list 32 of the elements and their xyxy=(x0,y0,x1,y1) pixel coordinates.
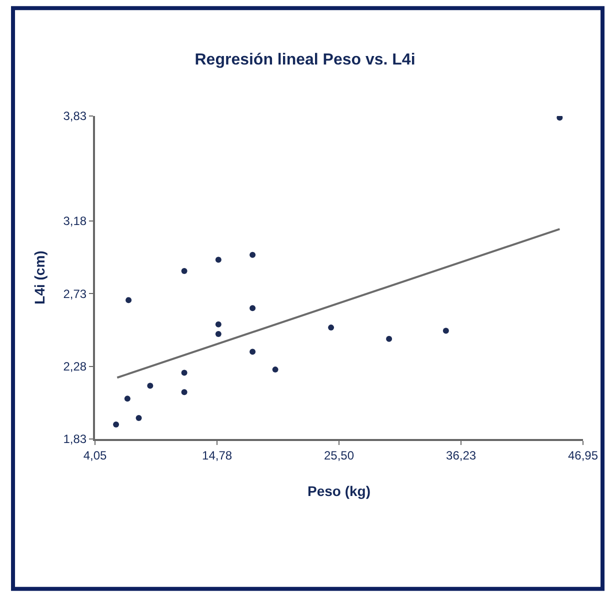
y-axis-title: L4i (cm) xyxy=(31,250,48,304)
x-tick-label: 14,78 xyxy=(202,448,232,462)
y-tick-label: 1,83 xyxy=(63,432,87,446)
point xyxy=(215,321,222,328)
y-tick-label: 2,73 xyxy=(63,286,87,301)
x-axis-title: Peso (kg) xyxy=(307,483,371,500)
point xyxy=(181,370,188,376)
point xyxy=(556,116,563,121)
point xyxy=(328,324,334,331)
x-tick-label: 4,05 xyxy=(83,448,107,462)
point xyxy=(181,268,188,274)
y-tick-label: 3,83 xyxy=(63,109,87,124)
point xyxy=(215,256,222,263)
point xyxy=(147,382,154,389)
point xyxy=(386,336,392,342)
x-tick-label: 25,50 xyxy=(324,448,354,462)
point xyxy=(126,297,132,304)
point xyxy=(136,415,142,421)
point xyxy=(250,305,256,312)
point xyxy=(272,366,278,373)
point xyxy=(442,328,449,334)
point xyxy=(124,396,130,402)
x-tick-label: 36,23 xyxy=(446,448,476,462)
y-tick-label: 3,18 xyxy=(63,214,87,228)
point xyxy=(181,389,188,396)
point xyxy=(250,252,256,258)
x-tick-label: 46,95 xyxy=(568,448,598,462)
point xyxy=(113,421,120,428)
y-tick-label: 2,28 xyxy=(63,360,87,374)
point xyxy=(250,348,256,355)
point xyxy=(215,331,222,338)
chart-title: Regresión lineal Peso vs. L4i xyxy=(194,51,416,68)
